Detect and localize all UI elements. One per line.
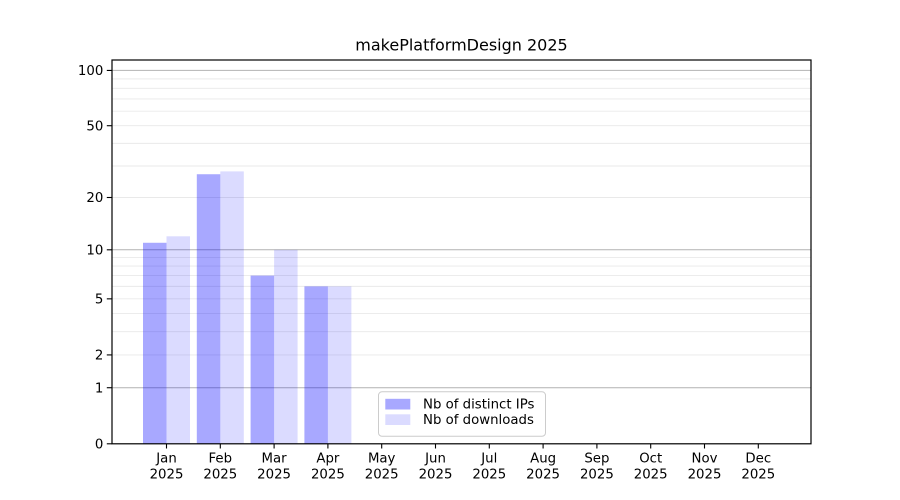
y-tick-label: 10 (86, 243, 103, 258)
bar-distinct-ips (143, 242, 167, 444)
y-tick-label: 20 (86, 191, 103, 206)
x-tick-label-month: Jan (155, 452, 177, 467)
x-tick-label-month: Aug (530, 452, 556, 467)
y-tick-label: 0 (95, 437, 103, 452)
x-axis-ticks: Jan2025Feb2025Mar2025Apr2025May2025Jun20… (150, 443, 775, 483)
y-tick-label: 5 (95, 292, 103, 307)
bar-distinct-ips (304, 286, 328, 444)
bar-distinct-ips (250, 275, 275, 444)
x-tick-label-month: Jun (424, 452, 446, 467)
plot-border (111, 59, 812, 445)
x-tick-label-year: 2025 (634, 468, 668, 483)
x-tick-label-year: 2025 (688, 468, 722, 483)
x-tick-label-year: 2025 (526, 468, 560, 483)
legend-box (378, 391, 546, 437)
x-tick-label-year: 2025 (150, 468, 184, 483)
x-tick-label-year: 2025 (365, 468, 399, 483)
legend-swatch-downloads (385, 414, 411, 425)
x-tick-label-year: 2025 (741, 468, 775, 483)
x-tick-label-month: Sep (584, 452, 609, 467)
x-tick-label-month: Feb (209, 452, 233, 467)
x-tick-label-month: Dec (745, 452, 771, 467)
x-tick-label-month: May (368, 452, 396, 467)
x-tick-label-month: Nov (692, 452, 718, 467)
x-tick-label-month: Jul (480, 452, 497, 467)
y-tick-label: 50 (86, 119, 103, 134)
x-tick-label-year: 2025 (257, 468, 291, 483)
x-tick-label-year: 2025 (472, 468, 506, 483)
y-tick-label: 1 (95, 381, 103, 396)
x-tick-label-month: Apr (316, 452, 340, 467)
y-tick-label: 2 (95, 349, 103, 364)
bar-downloads (327, 286, 352, 444)
x-tick-label-year: 2025 (419, 468, 453, 483)
x-tick-label-year: 2025 (580, 468, 614, 483)
y-tick-label: 100 (78, 64, 103, 79)
bar-downloads (274, 249, 298, 444)
chart-title: makePlatformDesign 2025 (355, 36, 567, 55)
x-tick-label-year: 2025 (203, 468, 237, 483)
bar-downloads (166, 236, 190, 444)
legend-label: Nb of downloads (423, 413, 534, 428)
x-tick-label-month: Oct (639, 452, 662, 467)
bars (143, 171, 352, 444)
x-tick-label-year: 2025 (311, 468, 345, 483)
y-axis-ticks: 0 1 2 5 10 20 50 100 (78, 64, 112, 452)
legend-label: Nb of distinct IPs (423, 397, 535, 412)
axes (111, 59, 812, 445)
gridlines (112, 69, 811, 389)
bar-downloads (220, 171, 244, 444)
bar-distinct-ips (196, 174, 221, 444)
x-tick-label-month: Mar (262, 452, 288, 467)
legend-swatch-distinct-ips (385, 398, 411, 410)
